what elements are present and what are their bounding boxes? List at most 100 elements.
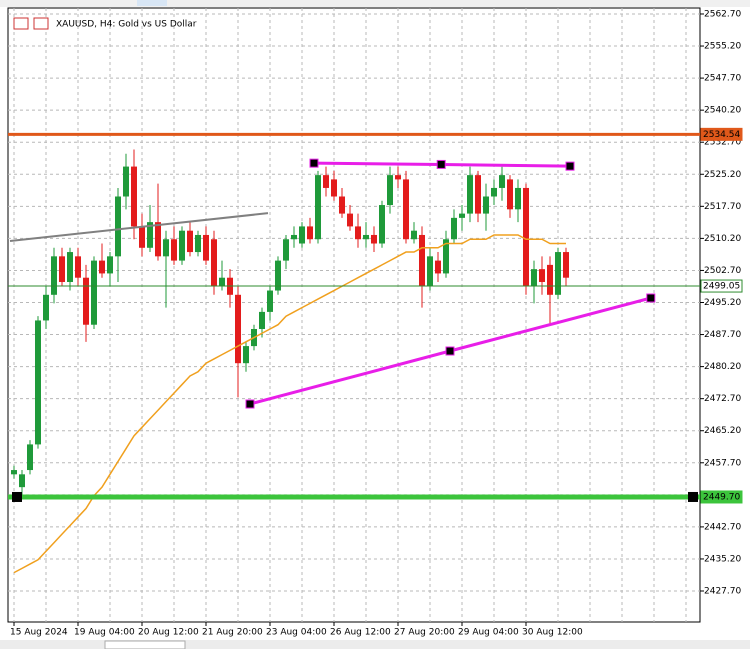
candle-body: [531, 269, 537, 287]
candle-body: [259, 311, 265, 329]
candle-body: [307, 226, 313, 240]
price-label: 2499.05: [703, 282, 740, 292]
candle-body: [219, 277, 225, 287]
candle-body: [123, 166, 129, 197]
y-tick-label: 2495.20: [704, 298, 741, 308]
toolbar: [0, 0, 750, 7]
tab[interactable]: [104, 640, 186, 649]
candle-body: [355, 226, 361, 240]
candle-body: [59, 256, 65, 282]
candle-body: [363, 234, 369, 240]
candle-body: [291, 234, 297, 240]
candle-body: [131, 166, 137, 227]
trendline-anchor: [565, 161, 575, 171]
x-tick-label: 30 Aug 12:00: [522, 628, 583, 638]
candle-body: [155, 222, 161, 257]
candle-body: [43, 294, 49, 321]
y-tick-label: 2480.20: [704, 362, 741, 372]
trendline-anchor: [445, 346, 455, 356]
candle-body: [171, 239, 177, 261]
candle-body: [475, 175, 481, 214]
y-tick-label: 2540.20: [704, 106, 741, 116]
chart-title: XAUUSD, H4: Gold vs US Dollar: [56, 20, 197, 30]
candle-body: [491, 187, 497, 197]
plot-area: [7, 7, 701, 623]
candle-body: [411, 230, 417, 240]
candle-body: [11, 470, 17, 475]
y-tick-label: 2427.70: [704, 587, 741, 597]
candle-body: [347, 213, 353, 227]
candle-body: [147, 222, 153, 248]
y-tick-label: 2510.20: [704, 234, 741, 244]
toolbar-button[interactable]: [137, 0, 167, 6]
y-tick-label: 2472.70: [704, 394, 741, 404]
candle-body: [339, 196, 345, 214]
candle-body: [315, 175, 321, 240]
candle-body: [539, 269, 545, 282]
candle-body: [371, 234, 377, 244]
y-tick-label: 2502.70: [704, 266, 741, 276]
candle-body: [19, 474, 25, 488]
moving-average: [13, 234, 566, 574]
candle-body: [99, 260, 105, 274]
candle-body: [283, 239, 289, 261]
y-tick-label: 2562.70: [704, 9, 741, 19]
x-tick-label: 20 Aug 12:00: [138, 628, 199, 638]
symbol-icon: [13, 17, 29, 30]
line-anchor: [688, 491, 698, 502]
x-tick-label: 19 Aug 04:00: [74, 628, 135, 638]
price-label: 2449.70: [703, 492, 740, 502]
x-tick-label: 15 Aug 2024: [10, 628, 68, 638]
x-tick-label: 23 Aug 04:00: [266, 628, 327, 638]
trendline-anchor: [646, 293, 656, 303]
price-label-box: [700, 490, 743, 504]
candle-body: [323, 175, 329, 188]
candle-body: [387, 175, 393, 206]
candle-body: [555, 252, 561, 295]
trendline-anchor: [309, 158, 319, 168]
candle-body: [515, 187, 521, 210]
candle-body: [507, 179, 513, 210]
candle-body: [115, 196, 121, 257]
candle-body: [163, 239, 169, 257]
candle-body: [27, 444, 33, 471]
candle-body: [563, 252, 569, 278]
candle-body: [419, 234, 425, 287]
y-tick-label: 2517.70: [704, 202, 741, 212]
x-tick-label: 29 Aug 04:00: [458, 628, 519, 638]
candle-body: [299, 226, 305, 244]
candle-body: [83, 277, 89, 325]
line-anchor: [12, 491, 22, 502]
candle-body: [483, 196, 489, 214]
y-tick-label: 2547.70: [704, 74, 741, 84]
y-tick-label: 2457.70: [704, 458, 741, 468]
y-tick-label: 2532.70: [704, 138, 741, 148]
trendline: [9, 212, 269, 242]
x-tick-label: 27 Aug 20:00: [394, 628, 455, 638]
candle-body: [443, 239, 449, 274]
candle-body: [451, 217, 457, 240]
candle-body: [75, 256, 81, 278]
y-tick-label: 2525.20: [704, 170, 741, 180]
candle-body: [395, 175, 401, 180]
candle-body: [459, 213, 465, 218]
candle-body: [139, 226, 145, 248]
price-label: 2534.54: [703, 130, 740, 140]
candle-body: [499, 175, 505, 188]
candle-body: [523, 187, 529, 287]
tab-bar: [0, 640, 750, 649]
y-tick-label: 2465.20: [704, 426, 741, 436]
x-tick-label: 21 Aug 20:00: [202, 628, 263, 638]
candle-body: [67, 252, 73, 282]
candle-body: [35, 320, 41, 445]
candle-body: [187, 230, 193, 253]
candle-body: [547, 264, 553, 295]
candle-body: [243, 346, 249, 364]
candle-body: [107, 256, 113, 274]
y-tick-label: 2555.20: [704, 42, 741, 52]
trendline-anchor: [436, 159, 446, 169]
candle-body: [203, 234, 209, 261]
candle-body: [179, 230, 185, 261]
candle-body: [275, 260, 281, 291]
candle-body: [267, 290, 273, 312]
